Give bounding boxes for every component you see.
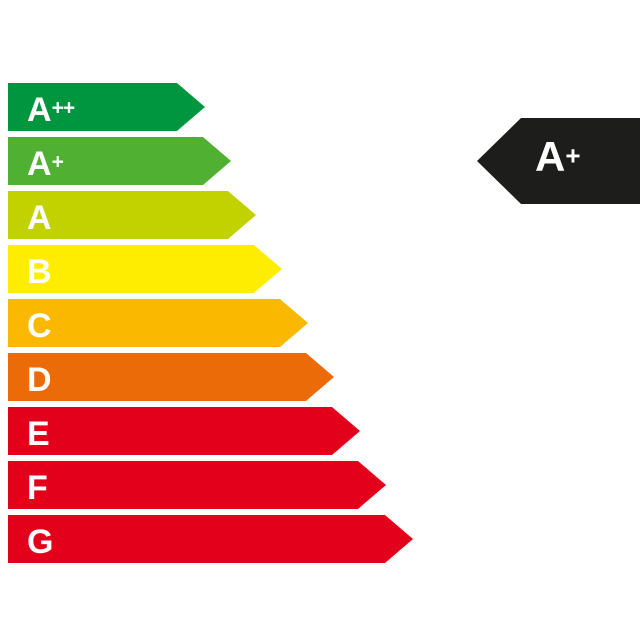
class-letter-superscript: + (51, 150, 64, 174)
class-letter: A (27, 145, 52, 183)
arrow-shape-icon (8, 461, 386, 509)
energy-class-bar-class-g (8, 515, 413, 563)
energy-class-bar-class-f (8, 461, 386, 509)
energy-class-label-class-a: A (27, 201, 52, 235)
class-letter-superscript: ++ (51, 96, 76, 120)
rating-letter-superscript: + (565, 140, 581, 171)
energy-class-label-class-a-plus-plus: A++ (27, 91, 76, 129)
arrow-shape-icon (8, 137, 231, 185)
arrow-shape-icon (8, 299, 308, 347)
class-letter: B (27, 253, 52, 291)
arrow-shape-icon (8, 407, 360, 455)
class-letter: G (27, 523, 54, 561)
energy-class-bar-class-c (8, 299, 308, 347)
energy-class-label-class-a-plus: A+ (27, 145, 64, 183)
rating-arrow-shape-icon (477, 118, 640, 204)
rating-badge (477, 118, 640, 204)
energy-class-label-class-e: E (27, 417, 50, 451)
energy-class-bar-class-d (8, 353, 334, 401)
class-letter: F (27, 469, 48, 507)
class-letter: E (27, 415, 50, 453)
arrow-shape-icon (8, 353, 334, 401)
class-letter: A (27, 91, 52, 129)
arrow-shape-icon (8, 191, 256, 239)
energy-class-bar-class-a-plus-plus (8, 83, 205, 131)
arrow-shape-icon (8, 245, 282, 293)
energy-class-bar-class-e (8, 407, 360, 455)
arrow-shape-icon (8, 515, 413, 563)
energy-class-label-class-b: B (27, 255, 52, 289)
energy-class-label-class-d: D (27, 363, 52, 397)
energy-class-label-class-g: G (27, 525, 53, 559)
energy-class-bar-class-b (8, 245, 282, 293)
energy-class-label-class-c: C (27, 309, 52, 343)
energy-class-bar-class-a (8, 191, 256, 239)
energy-class-label-class-f: F (27, 471, 48, 505)
class-letter: A (27, 199, 52, 237)
arrow-shape-icon (8, 83, 205, 131)
rating-value-text: A+ (535, 136, 581, 178)
rating-letter: A (535, 133, 566, 180)
energy-class-bar-class-a-plus (8, 137, 231, 185)
class-letter: C (27, 307, 52, 345)
class-letter: D (27, 361, 52, 399)
